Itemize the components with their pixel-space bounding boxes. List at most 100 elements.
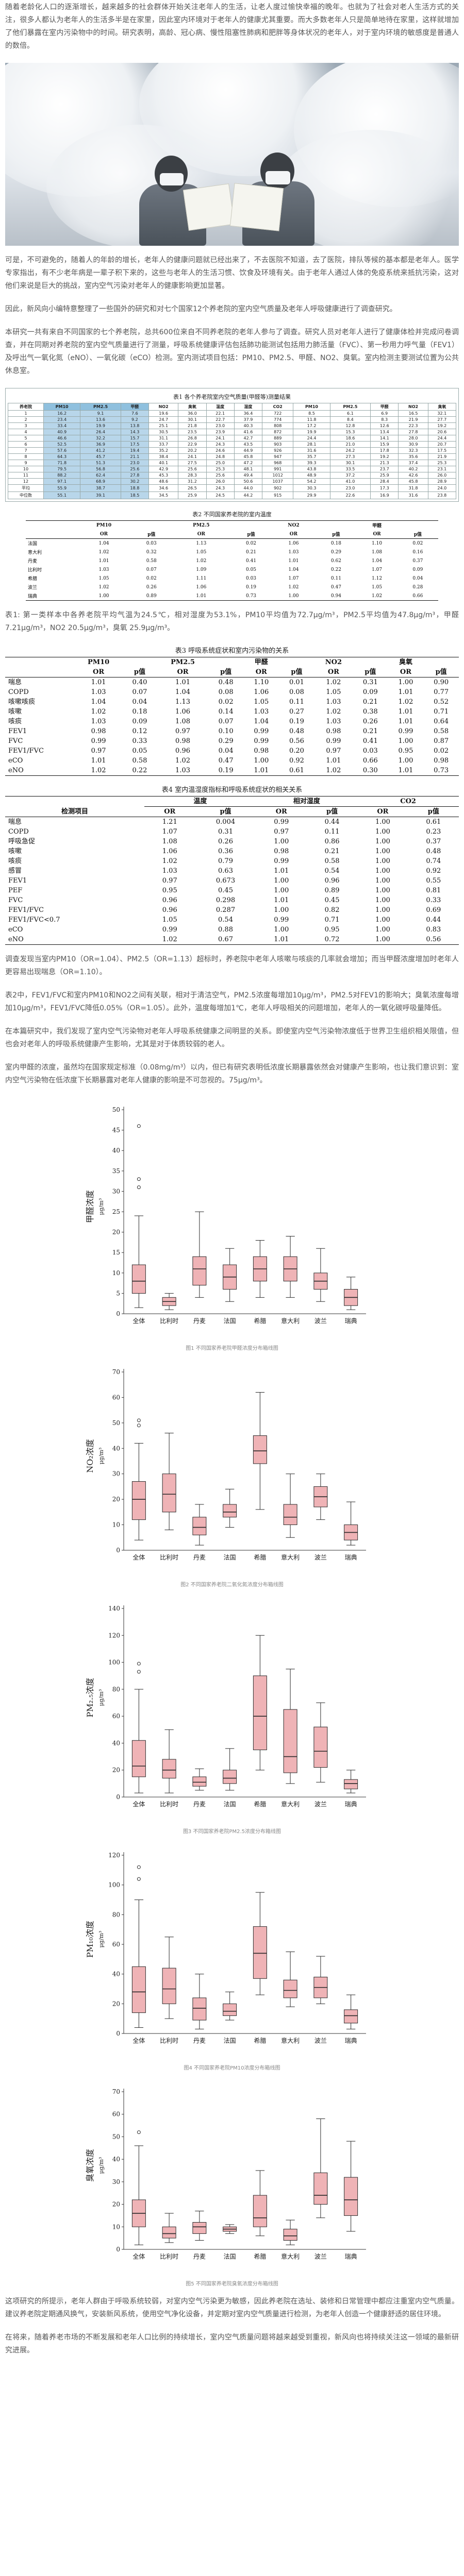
table-row: FEV1/FVC<0.7 1.05 0.54 0.99 0.71 1.00 0.44 [5,915,459,925]
table-row: 丹麦 1.01 0.58 1.02 0.41 1.01 0.62 1.04 0.37 [26,556,438,565]
table2-cell: 1.03 [288,549,299,555]
table-4-cell: 0.82 [324,906,340,914]
table-1-cell: 45.3 [148,472,179,479]
y-tick-label: 60 [112,1941,120,1948]
paragraph-13: 在将来，随着养老市场的不断发展和老年人口比例的持续增长，室内空气质量问题将越来越… [5,2333,459,2354]
photo-frame [5,63,459,246]
table-4-cell: 1.00 [375,896,390,904]
table3-cell: 0.96 [175,747,190,755]
table-1-cell: 903 [262,441,294,448]
table-4-cell: 0.79 [218,857,233,865]
paragraph-9: 室内甲醛的浓度，虽然均在国家规定标准（0.08mg/m³）以内，但已有研究表明低… [5,1063,459,1084]
table3-cell: FVC [8,737,23,745]
table2-subheader: OR [172,530,231,539]
table-row: FVC 0.99 0.33 0.98 0.29 0.99 0.56 0.99 0.41 1.00 0… [5,736,459,746]
y-tick-label: 80 [112,1911,120,1918]
table3-cell: 0.02 [434,747,449,755]
chart-o3-svg: 0 10 20 30 40 50 60 70 臭氧浓度 μg/m³ 全体 比利时 丹麦 法国 希腊 意大利 波兰… [85,2088,366,2260]
table-row: 咳痰 1.02 0.79 0.99 0.58 1.00 0.74 [5,856,459,866]
y-tick-label: 10 [112,1521,120,1529]
table-1-cell: 44.9 [234,447,263,454]
table-1-cell: 35.2 [148,447,179,454]
x-tick-label: 法国 [224,1801,236,1808]
table2-cell: 1.11 [196,575,207,581]
table-1-cell: 28.0 [398,435,428,442]
table-1-cell: 26.0 [427,472,457,479]
table-1-cell: 41.6 [234,429,263,435]
table3-cell: 1.03 [254,708,269,716]
table-1-cell: 926 [262,447,294,454]
table3-cell: 0.47 [218,757,234,765]
y-tick-label: 100 [108,1659,120,1666]
table2-cell: 1.03 [98,567,109,572]
table3-cell: 0.58 [434,727,449,735]
table2-cell: 0.62 [330,558,341,564]
table2-cell: 波兰 [28,585,38,590]
table-1-cell: 44.2 [234,492,263,499]
table-1-cell: 49.4 [234,472,263,479]
table-1-cell: 774 [262,416,294,423]
table-1-cell: 21.1 [120,453,150,460]
table-3-title: 表3 呼吸系统症状和室内污染物的关系 [175,647,289,655]
table3-cell: 0.27 [289,708,304,716]
table-1-cell: 25.9 [370,472,399,479]
table2-cell: 0.94 [316,591,357,601]
y-tick-label: 50 [112,1419,120,1427]
table3-cell: 0.03 [362,747,378,755]
table-4-cell: 0.33 [426,896,441,904]
table3-header: 甲醛 [243,657,279,667]
table-4-group-header: 相对湿度 [256,796,358,807]
table-4-cell: 0.56 [408,935,459,945]
table-1-cell: 36.0 [178,410,207,417]
table2-cell: 0.73 [230,591,272,601]
table3-cell: FEV1/FVC [8,747,44,755]
outlier-point [137,1185,141,1189]
table3-cell: 0.04 [218,747,234,755]
table2-cell: 1.02 [98,584,109,590]
table2-cell: 1.08 [372,549,383,555]
table-1-cell: 32.2 [80,435,121,442]
table-1-grid: 养老院 PM10 PM2.5 甲醛 NO2 臭氧 温度 湿度 CO2 PM10 PM2.5 甲醛 NO2… [8,403,457,499]
x-tick-label: 丹麦 [193,2253,206,2260]
y-tick-label: 25 [112,1208,120,1215]
table-4-grid: 温度 相对湿度 CO2 检测项目 OR p值 OR p值 OR p值 喘息 1.21 0.004 0.99… [5,796,459,945]
table-4-cell: 0.673 [216,877,236,885]
table3-cell: 1.01 [243,766,279,776]
table2-cell: 0.09 [412,567,423,572]
table-4-cell: 0.31 [218,828,233,836]
table-1-cell: 15.9 [370,441,399,448]
table3-cell: 0.98 [91,727,106,735]
table-4-cell: 0.74 [426,857,441,865]
table-4-cell: 1.02 [162,857,177,865]
table-1-cell: 7 [8,447,44,454]
table-4-cell: 0.63 [218,867,233,875]
table-1-cell: 27.7 [427,416,457,423]
table-1-cell: 22.3 [398,422,428,429]
table-row: FEV1 0.98 0.12 0.97 0.10 0.99 0.48 0.98 0.21 0.99… [5,726,459,736]
table-1-cell: 19.2 [370,453,399,460]
table-4-cell: 1.00 [274,838,289,845]
box-瑞典 [344,1779,358,1789]
table-1-cell: 14.3 [120,429,150,435]
table-1-cell: 45.8 [234,453,263,460]
table-4-cell: 1.21 [162,818,177,826]
table3-cell: 0.71 [434,708,449,716]
table2-cell: 0.22 [330,567,341,572]
table-1-cell: 37.2 [329,472,371,479]
table3-cell: 1.03 [326,718,341,725]
table-4-cell: 1.01 [274,867,289,875]
box-法国 [223,1770,237,1784]
table2-cell: 0.18 [330,540,341,546]
table3-cell: eCO [8,757,23,765]
table3-cell: 0.05 [132,747,147,755]
table-2-grid: PM10 PM2.5 NO2 甲醛 OR p值 OR p值 OR p值 OR p值 法国 1.04 0.03… [26,520,438,601]
table-1-cell: 19.9 [80,422,121,429]
table-4-cell: 0.95 [324,926,340,934]
table3-cell: 1.08 [175,718,190,725]
box-希腊 [253,1675,267,1750]
table-1-cell: 23.5 [178,429,207,435]
table2-cell: 0.28 [412,584,423,590]
y-tick-label: 35 [112,1167,120,1175]
chart-pm25-caption: 图3 不同国家养老院PM2.5浓度分布箱线图 [183,1829,281,1835]
table-4-cell: COPD [8,828,29,836]
